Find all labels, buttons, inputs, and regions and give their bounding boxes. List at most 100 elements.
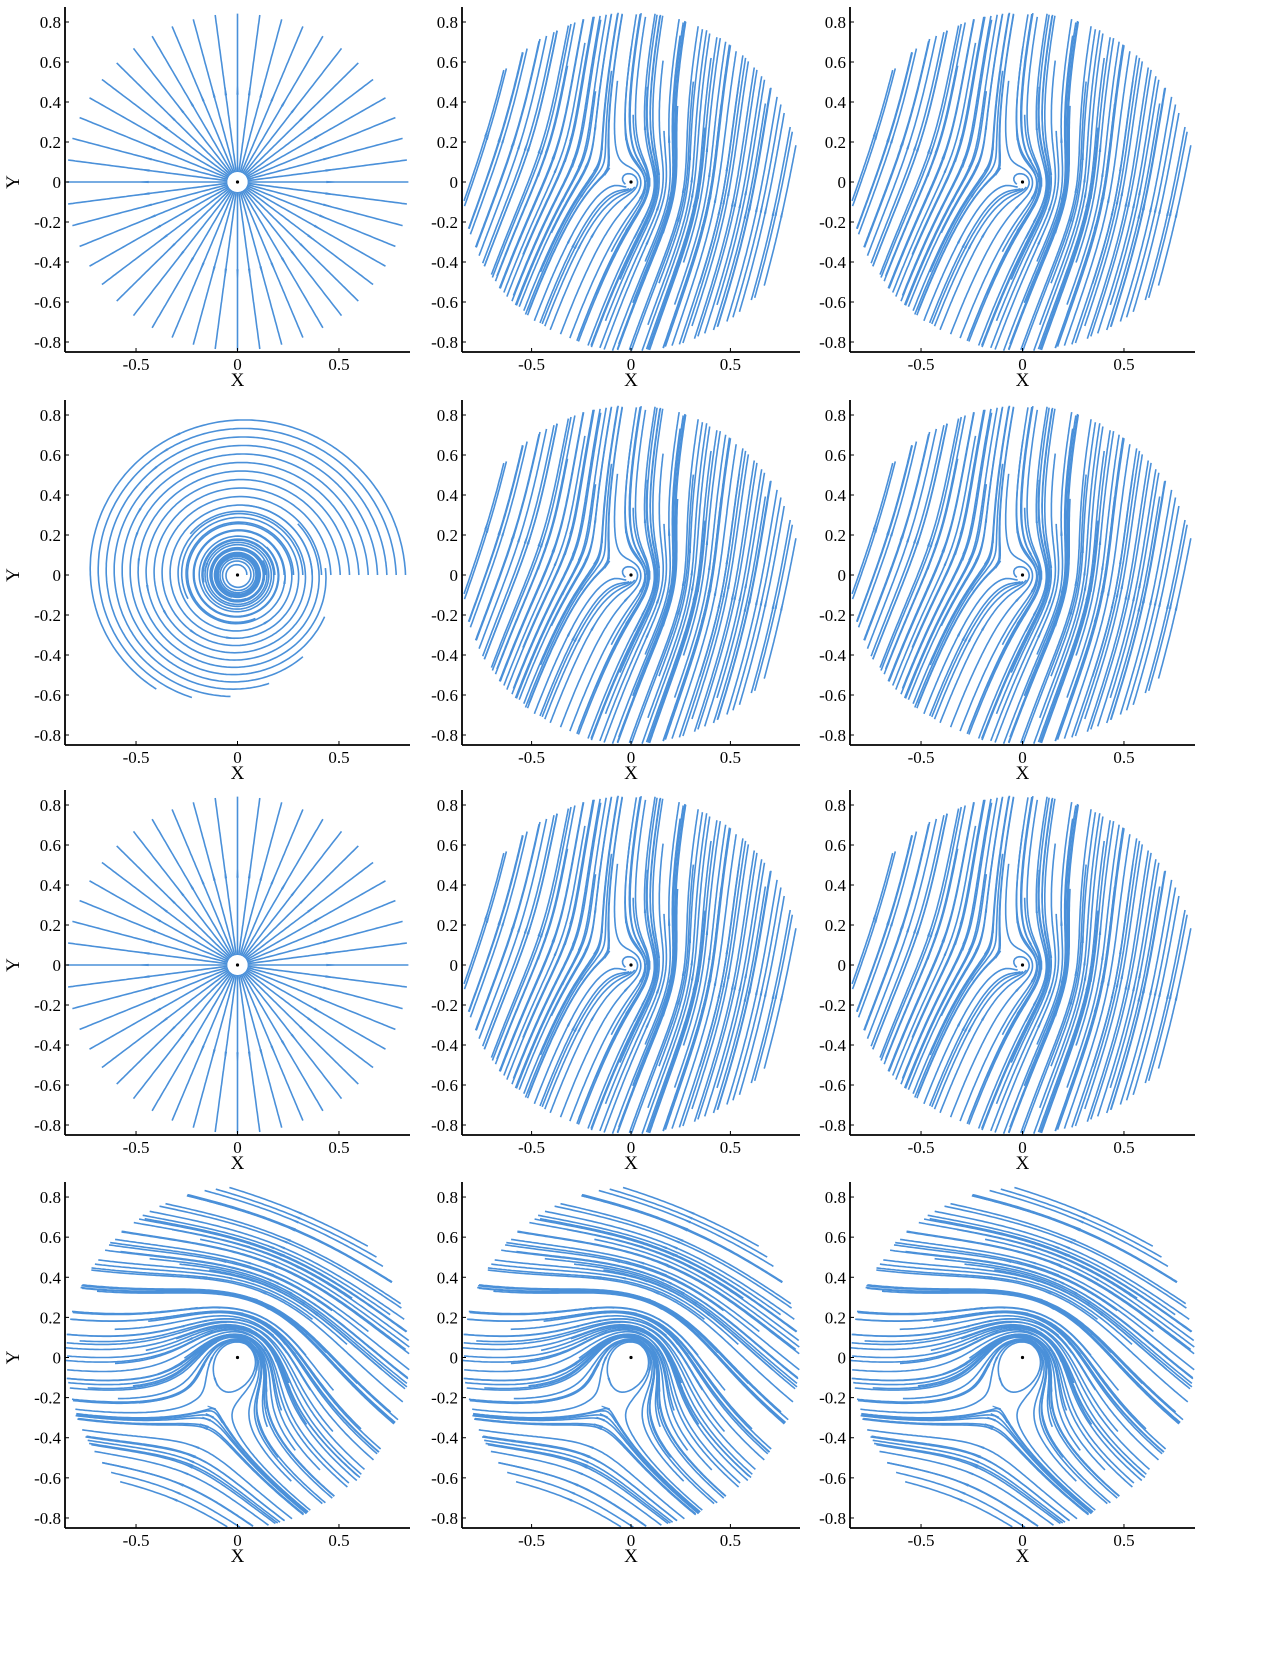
stream-arrow (1115, 588, 1120, 598)
stream-arrow (175, 1481, 184, 1487)
x-tick-label: -0.5 (518, 1138, 545, 1157)
stream-arrow (708, 167, 711, 177)
stream-arrow (1166, 990, 1170, 999)
stream-arrow (623, 594, 631, 602)
stream-arrow (744, 186, 748, 196)
x-tick-label: 0.5 (1113, 1138, 1134, 1157)
stream-arrow (572, 935, 577, 945)
stream-arrow (322, 939, 332, 944)
y-tick-label: -0.8 (431, 726, 458, 745)
streamline (82, 1284, 399, 1421)
stream-arrow (648, 177, 651, 187)
stream-arrow (265, 1400, 269, 1409)
stream-arrow (326, 180, 336, 184)
streamline (67, 1330, 350, 1484)
stream-arrow (1067, 1236, 1077, 1242)
stream-arrow (242, 1260, 252, 1265)
critical-point-marker (629, 180, 633, 184)
stream-arrow (886, 526, 891, 536)
stream-arrow (572, 545, 577, 555)
y-tick-label: -0.8 (34, 726, 61, 745)
stream-arrow (654, 179, 658, 188)
streamline (763, 145, 797, 286)
stream-arrow (657, 559, 661, 569)
stream-arrow (692, 198, 696, 208)
stream-arrow (638, 973, 645, 983)
stream-arrow (140, 168, 150, 172)
stream-arrow (1050, 1271, 1060, 1277)
y-tick-label: 0.6 (437, 446, 458, 465)
stream-arrow (956, 1489, 966, 1495)
stream-arrow (1061, 1244, 1071, 1250)
stream-arrow (1168, 207, 1173, 216)
stream-arrow (1027, 1260, 1037, 1265)
stream-arrow (1039, 177, 1043, 187)
stream-arrow (270, 1279, 280, 1285)
streamlines (65, 1186, 410, 1528)
stream-arrow (199, 262, 205, 272)
stream-arrow (726, 187, 731, 197)
x-tick-label: 0 (1018, 1138, 1027, 1157)
stream-arrow (1153, 203, 1158, 213)
stream-arrow (1089, 189, 1093, 199)
stream-arrow (690, 173, 694, 183)
stream-arrow (1083, 971, 1087, 981)
stream-arrow (552, 150, 557, 160)
stream-arrow (982, 1319, 992, 1323)
stream-arrow (299, 113, 307, 121)
stream-arrow (651, 143, 655, 153)
x-tick-label: 0 (233, 1531, 242, 1550)
stream-arrow (605, 1306, 615, 1309)
stream-arrow (255, 1361, 259, 1371)
stream-panel-1: 0.8 0.6 0.4 0.2 0 -0.2 -0.4 -0.6 -0.8 -0.5 0 0.5 X Y (3, 7, 410, 391)
stream-arrow (611, 1259, 621, 1264)
y-tick-label: -0.6 (819, 293, 846, 312)
stream-arrow (690, 566, 694, 576)
stream-arrow (497, 916, 502, 926)
critical-point-marker (1020, 1355, 1025, 1360)
stream-arrow (874, 523, 879, 533)
stream-arrow (1127, 980, 1131, 990)
stream-arrow (969, 1337, 978, 1343)
streamline (887, 1461, 1039, 1528)
y-tick-label: -0.8 (34, 1509, 61, 1528)
stream-arrow (590, 229, 597, 238)
stream-arrow (975, 1444, 985, 1450)
streamline (886, 1461, 1039, 1527)
stream-arrow (738, 982, 742, 992)
stream-arrow (265, 1244, 275, 1250)
stream-arrow (190, 1444, 200, 1450)
y-tick-label: -0.4 (34, 253, 61, 272)
stream-arrow (577, 240, 583, 250)
stream-arrow (1106, 976, 1111, 986)
stream-arrow (497, 133, 502, 143)
stream-arrow (1120, 970, 1124, 980)
stream-arrow (553, 164, 559, 174)
stream-arrow (696, 972, 700, 982)
stream-arrow (972, 1452, 981, 1458)
stream-arrow (168, 243, 176, 251)
stream-arrow (667, 526, 671, 536)
stream-arrow (537, 927, 542, 937)
streamline (462, 1327, 700, 1425)
stream-arrow (290, 888, 298, 897)
stream-arrow (651, 536, 655, 546)
x-tick-label: 0.5 (720, 1531, 741, 1550)
y-tick-label: -0.2 (431, 606, 458, 625)
stream-arrow (579, 1461, 588, 1467)
y-tick-label: 0.4 (40, 876, 62, 895)
stream-arrow (722, 588, 726, 598)
y-tick-label: -0.6 (431, 1076, 458, 1095)
stream-arrow (1050, 1400, 1054, 1409)
stream-arrow (596, 1416, 606, 1422)
stream-arrow (733, 590, 737, 600)
stream-arrow (648, 960, 651, 970)
stream-arrow (537, 537, 542, 547)
stream-arrow (577, 941, 583, 951)
stream-arrow (960, 1481, 969, 1487)
stream-arrow (1141, 594, 1146, 604)
stream-arrow (708, 560, 711, 570)
x-tick-label: 0 (1018, 355, 1027, 374)
stream-arrow (177, 888, 185, 897)
stream-arrow (959, 915, 964, 925)
